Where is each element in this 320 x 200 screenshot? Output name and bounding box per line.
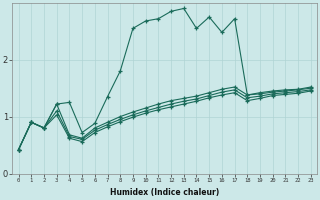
- X-axis label: Humidex (Indice chaleur): Humidex (Indice chaleur): [110, 188, 219, 197]
